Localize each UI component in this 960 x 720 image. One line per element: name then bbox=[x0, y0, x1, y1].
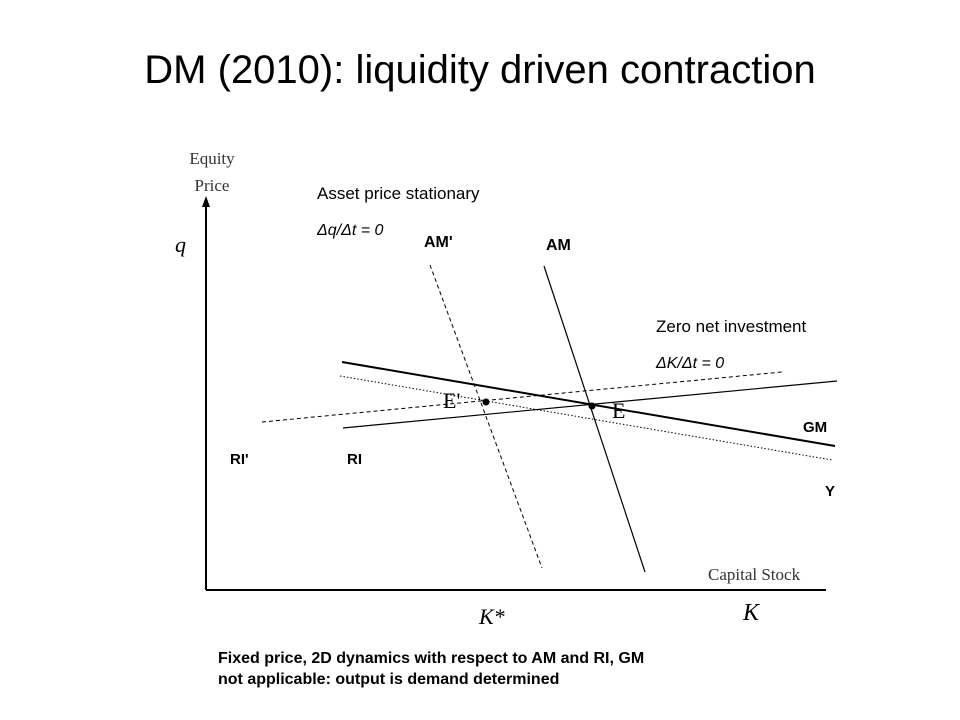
point-e-prime-label: E' bbox=[443, 388, 460, 413]
zero-investment-equation: ΔK/Δt = 0 bbox=[655, 355, 724, 372]
am-curve bbox=[543, 265, 646, 573]
am-label: AM bbox=[546, 237, 571, 254]
point-e-label: E bbox=[612, 398, 625, 423]
ri-prime-label: RI' bbox=[230, 451, 249, 468]
y-axis-title-line1: Equity bbox=[189, 149, 235, 168]
x-axis-title: Capital Stock bbox=[708, 565, 801, 584]
am-prime-curve bbox=[429, 264, 543, 569]
footer-line-1: Fixed price, 2D dynamics with respect to… bbox=[218, 650, 645, 667]
page-title: DM (2010): liquidity driven contraction bbox=[144, 48, 816, 92]
gm-curve bbox=[341, 361, 836, 447]
point-e bbox=[588, 402, 596, 410]
ri-label: RI bbox=[347, 451, 362, 468]
am-prime-label: AM' bbox=[424, 234, 453, 251]
footer-line-2: not applicable: output is demand determi… bbox=[218, 671, 560, 688]
y-axis-title-line2: Price bbox=[195, 176, 230, 195]
y-curve bbox=[339, 375, 833, 461]
ri-prime-curve bbox=[261, 371, 783, 423]
gm-label: GM bbox=[803, 419, 827, 436]
asset-stationary-label: Asset price stationary bbox=[317, 184, 480, 203]
asset-stationary-equation: Δq/Δt = 0 bbox=[316, 222, 383, 239]
x-axis-marker: K* bbox=[478, 604, 505, 629]
zero-investment-label: Zero net investment bbox=[656, 317, 807, 336]
footer-note: Fixed price, 2D dynamics with respect to… bbox=[218, 648, 778, 690]
y-axis-arrow bbox=[202, 196, 210, 207]
y-axis-symbol: q bbox=[175, 232, 186, 257]
y-label: Y bbox=[825, 483, 835, 500]
point-e-prime bbox=[482, 398, 490, 406]
x-axis-symbol: K bbox=[742, 600, 761, 626]
